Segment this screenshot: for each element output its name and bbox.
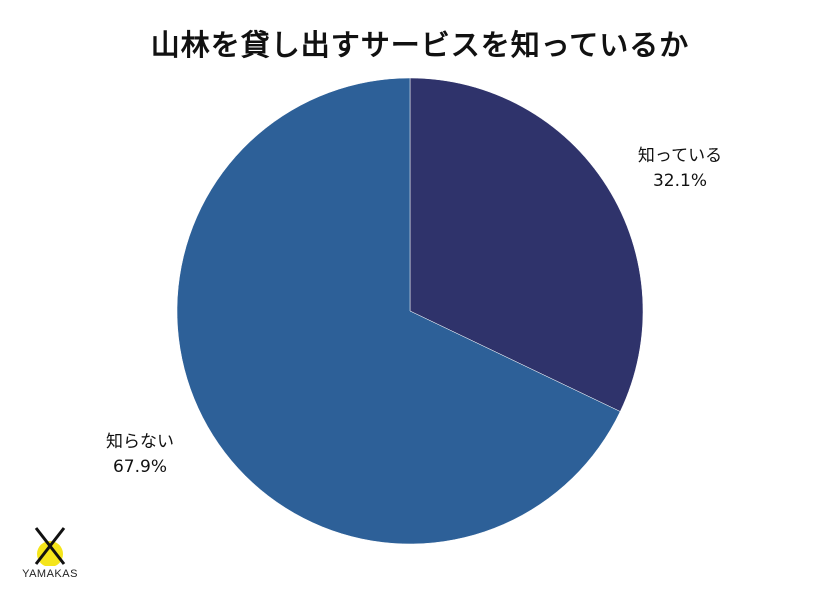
yamakas-logo: YAMAKAS (18, 524, 82, 580)
tent-icon (34, 527, 66, 567)
slice-label-known: 知っている 32.1% (620, 144, 740, 194)
slice-value-unknown: 67.9% (112, 457, 167, 477)
pie-slice-unknown (176, 77, 621, 545)
slice-value-known: 32.1% (652, 171, 707, 191)
slice-label-unknown: 知らない 67.9% (80, 430, 200, 480)
pie-slice-known (409, 77, 644, 412)
slice-name-known: 知っている (637, 146, 723, 166)
chart-title: 山林を貸し出すサービスを知っているか (150, 28, 690, 62)
slice-name-unknown: 知らない (106, 432, 174, 452)
logo-text: YAMAKAS (22, 568, 78, 580)
